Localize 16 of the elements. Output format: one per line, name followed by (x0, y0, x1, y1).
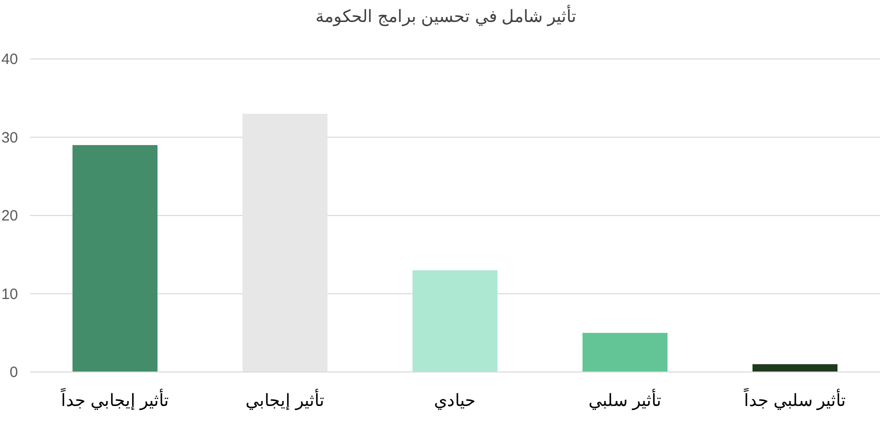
bar (752, 364, 838, 372)
y-tick-label: 0 (10, 364, 18, 381)
bar (582, 332, 668, 372)
y-tick-label: 20 (1, 208, 18, 224)
x-tick-label: تأثير سلبي جداً (742, 387, 846, 411)
x-tick-label: حيادي (434, 391, 476, 410)
bar (72, 145, 158, 372)
y-tick-label: 40 (1, 51, 18, 68)
y-tick-label: 30 (1, 129, 18, 146)
x-tick-label: تأثير إيجابي جداً (60, 387, 170, 411)
chart-title: تأثير شامل في تحسين برامج الحكومة (316, 4, 576, 27)
bar (242, 114, 328, 372)
y-tick-label: 10 (1, 286, 18, 303)
x-tick-label: تأثير إيجابي (246, 388, 324, 411)
bar (412, 270, 498, 372)
x-tick-label: تأثير سلبي (588, 388, 662, 411)
